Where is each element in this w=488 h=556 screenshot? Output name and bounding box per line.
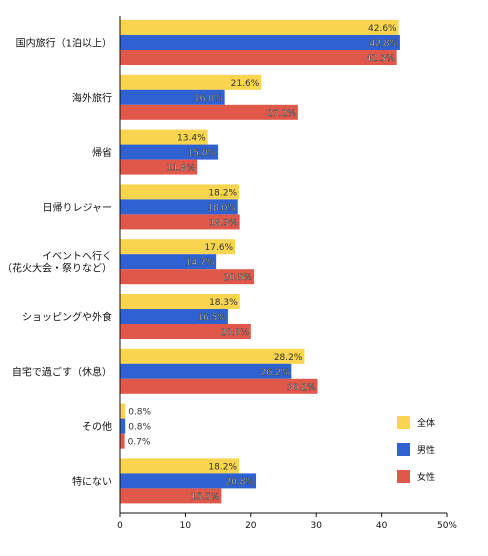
legend-label: 男性: [417, 444, 435, 456]
category-label: 日帰りレジャー: [43, 201, 113, 214]
bar: [120, 473, 257, 489]
category-label: イベントへ行く（花火大会・祭りなど）: [2, 250, 112, 275]
bar: [120, 144, 219, 160]
data-label: 16.0%: [194, 94, 223, 104]
data-label: 42.6%: [368, 24, 397, 34]
category-label: 国内旅行（1泊以上）: [16, 37, 112, 50]
data-label: 42.8%: [369, 39, 398, 49]
bar: [120, 309, 228, 324]
data-label: 11.8%: [167, 164, 196, 174]
bar: [120, 129, 208, 145]
data-label: 20.8%: [225, 477, 254, 487]
data-label: 18.2%: [208, 188, 237, 198]
data-label: 27.2%: [267, 109, 296, 119]
bar: [120, 418, 126, 434]
category-label: 自宅で過ごす（休息）: [12, 365, 112, 378]
bar: [120, 214, 240, 230]
data-label: 0.7%: [128, 438, 151, 448]
data-label: 15.5%: [191, 492, 220, 502]
x-tick-label: 50%: [437, 521, 457, 531]
x-tick-label: 20: [245, 521, 257, 531]
data-label: 28.2%: [274, 353, 303, 363]
data-label: 42.3%: [366, 54, 395, 64]
category-labels-layer: 国内旅行（1泊以上） 海外旅行帰省日帰りレジャーイベントへ行く（花火大会・祭りなど…: [2, 37, 112, 488]
x-tick-label: 10: [180, 521, 192, 531]
data-label: 21.6%: [231, 79, 260, 89]
bar: [120, 104, 298, 120]
bar: [120, 403, 126, 419]
x-tick-label: 40: [376, 521, 388, 531]
x-tick-label: 30: [310, 521, 322, 531]
legend-swatch: [397, 416, 410, 429]
bar: [120, 294, 240, 309]
legend-label: 女性: [417, 471, 435, 483]
data-label: 18.2%: [208, 462, 237, 472]
bar: [120, 74, 262, 90]
data-label: 18.0%: [207, 203, 236, 213]
category-label: ショッピングや外食: [22, 311, 112, 324]
bars-layer: [120, 20, 400, 504]
bar: [120, 254, 217, 270]
category-label: 特にない: [72, 476, 112, 488]
x-axis: 0 10 20 30 40 50%: [117, 16, 457, 531]
data-label: 17.6%: [205, 243, 234, 253]
bar: [120, 324, 251, 339]
data-label: 16.5%: [197, 313, 226, 323]
bar: [120, 20, 399, 35]
data-label: 18.3%: [209, 298, 238, 308]
bar: [120, 199, 238, 215]
data-label: 14.7%: [186, 258, 215, 268]
data-labels-layer: 42.6% 42.8% 42.3% 21.6% 16.0% 27.2% 13.4% 15.0%…: [128, 24, 399, 503]
data-label: 30.2%: [287, 383, 316, 393]
bar: [120, 269, 255, 285]
category-label: その他: [82, 420, 112, 433]
bar: [120, 378, 318, 394]
bar: [120, 458, 240, 474]
data-label: 15.0%: [188, 149, 217, 159]
bar: [120, 363, 292, 379]
category-label: 帰省: [92, 146, 112, 159]
data-label: 0.8%: [128, 408, 151, 418]
bar: [120, 239, 236, 255]
legend-swatch: [397, 443, 410, 456]
data-label: 13.4%: [177, 134, 206, 144]
bar: [120, 35, 400, 50]
bar: [120, 348, 305, 364]
bar: [120, 89, 225, 105]
data-label: 26.2%: [261, 368, 290, 378]
bar: [120, 159, 198, 175]
category-label: 海外旅行: [72, 91, 112, 104]
data-label: 20.0%: [220, 328, 249, 338]
bar: [120, 184, 240, 200]
bar: [120, 488, 222, 504]
x-tick-label: 0: [117, 521, 123, 531]
data-label: 18.3%: [209, 218, 238, 228]
data-label: 0.8%: [128, 423, 151, 433]
legend-label: 全体: [417, 417, 435, 429]
legend-swatch: [397, 470, 410, 483]
bar: [120, 50, 397, 65]
bar: [120, 433, 125, 449]
data-label: 20.5%: [223, 273, 252, 283]
